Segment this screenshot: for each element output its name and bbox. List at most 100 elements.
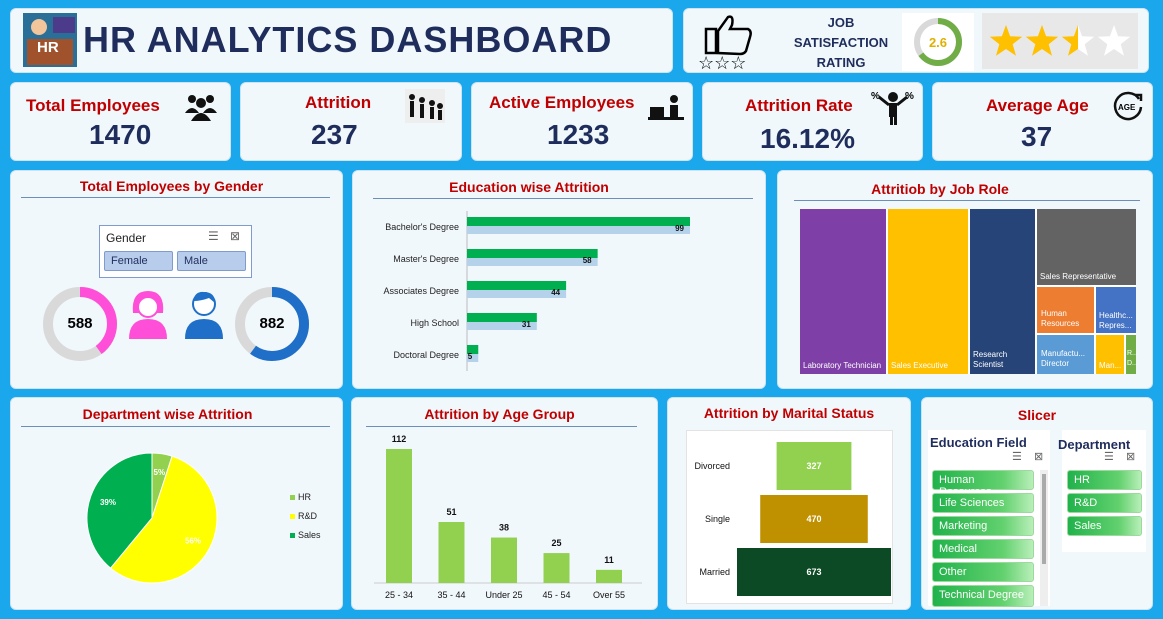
card-title: Attrition by Age Group xyxy=(424,406,575,422)
male-donut: 882 xyxy=(231,283,313,365)
department-pie-chart: 5% 56% 39% HR R&D Sales xyxy=(86,452,321,584)
bar[interactable] xyxy=(386,449,412,583)
slicer-item-education[interactable]: Life Sciences xyxy=(932,493,1034,513)
legend-label: HR xyxy=(298,492,311,502)
gender-slicer[interactable]: Gender ☰ ⊠ Female Male xyxy=(99,225,252,278)
tile-manufacturing-director[interactable]: Manufactu... Director xyxy=(1037,335,1094,374)
tile-sales-representative[interactable]: Sales Representative xyxy=(1037,209,1136,285)
data-label: 112 xyxy=(392,434,407,444)
category-label: 35 - 44 xyxy=(437,590,465,600)
tile-healthcare-representative[interactable]: Healthc... Repres... xyxy=(1096,287,1136,333)
legend-swatch xyxy=(290,495,295,500)
tile-sales-executive[interactable]: Sales Executive xyxy=(888,209,968,374)
percent-person-icon: %% xyxy=(871,89,915,132)
star-icon xyxy=(1025,25,1059,56)
dashboard-title: HR ANALYTICS DASHBOARD xyxy=(83,19,613,60)
title-underline xyxy=(21,426,330,427)
funnel-bar[interactable] xyxy=(760,495,868,543)
slicer-item-education[interactable]: Human Resources xyxy=(932,470,1034,498)
marital-card: Attrition by Marital Status 327 Divorced 4… xyxy=(667,397,911,610)
category-label: 25 - 34 xyxy=(385,590,413,600)
kpi-attrition-rate: Attrition Rate 16.12% %% xyxy=(702,82,923,161)
category-label: Over 55 xyxy=(593,590,625,600)
bar-shadow xyxy=(467,290,567,298)
gender-option-male[interactable]: Male xyxy=(177,251,246,271)
bar-shadow xyxy=(467,354,479,362)
kpi-value: 1233 xyxy=(547,119,610,150)
slicer-item-department[interactable]: Sales xyxy=(1067,516,1142,536)
bar[interactable] xyxy=(467,313,537,322)
slicer-item-department[interactable]: HR xyxy=(1067,470,1142,490)
card-title: Total Employees by Gender xyxy=(79,178,264,194)
card-title: Slicer xyxy=(1017,407,1057,423)
pie-slice[interactable] xyxy=(86,452,153,569)
marital-plot-area: 327 Divorced 470 Single 673 Married xyxy=(686,430,893,604)
slicer-item-education[interactable]: Medical xyxy=(932,539,1034,559)
gender-option-female[interactable]: Female xyxy=(104,251,173,271)
title-underline xyxy=(366,426,637,427)
bar[interactable] xyxy=(438,521,465,583)
multi-select-icon[interactable]: ☰ xyxy=(1012,451,1022,463)
slicer-card: Slicer Education Field ☰ ⊠ Human Resourc… xyxy=(921,397,1153,610)
legend-label: Sales xyxy=(298,530,321,540)
age-bar-chart: 112 25 - 34 51 35 - 44 38 Under 25 25 45 - 54 11… xyxy=(374,434,642,600)
funnel-bar[interactable] xyxy=(737,548,891,596)
kpi-label: Total Employees xyxy=(26,96,160,115)
kpi-label: Average Age xyxy=(986,96,1089,115)
tile-laboratory-technician[interactable]: Laboratory Technician xyxy=(800,209,886,374)
thumbs-up-stars-icon: ☆☆☆ xyxy=(696,11,766,72)
department-slicer[interactable]: Department ☰ ⊠ HR R&D Sales xyxy=(1058,430,1146,552)
marital-funnel-chart: 327 Divorced 470 Single 673 Married xyxy=(694,442,891,596)
slicer-item-education[interactable]: Technical Degree xyxy=(932,585,1034,607)
card-title: Attrition by Marital Status xyxy=(703,405,875,421)
category-label: Associates Degree xyxy=(383,286,459,296)
pie-slice[interactable] xyxy=(109,455,218,584)
gender-slicer-label: Gender xyxy=(106,231,147,245)
bar[interactable] xyxy=(596,569,622,583)
legend-swatch xyxy=(290,533,295,538)
slice-label: 39% xyxy=(100,498,116,507)
title-underline xyxy=(21,197,330,198)
tile-human-resources[interactable]: Human Resources xyxy=(1037,287,1094,333)
clear-filter-icon[interactable]: ⊠ xyxy=(1034,451,1044,463)
tile-research-director[interactable]: R... D... xyxy=(1126,335,1138,374)
scrollbar-thumb[interactable] xyxy=(1042,474,1046,564)
education-field-slicer[interactable]: Education Field ☰ ⊠ Human Resources Life… xyxy=(928,430,1050,607)
bar[interactable] xyxy=(467,345,479,354)
tile-research-scientist[interactable]: Research Scientist xyxy=(970,209,1035,374)
clear-filter-icon[interactable]: ⊠ xyxy=(1126,451,1136,463)
jobrole-treemap: Laboratory Technician Sales Executive Re… xyxy=(800,209,1138,374)
bar[interactable] xyxy=(491,537,517,583)
clear-filter-icon[interactable]: ⊠ xyxy=(230,229,241,243)
bar[interactable] xyxy=(467,217,690,226)
bar-shadow xyxy=(467,258,598,266)
tile-manager[interactable]: Man... xyxy=(1096,335,1124,374)
title-underline xyxy=(373,198,753,199)
slicer-scrollbar[interactable] xyxy=(1040,470,1048,606)
slicer-item-department[interactable]: R&D xyxy=(1067,493,1142,513)
kpi-value: 237 xyxy=(311,119,358,150)
kpi-label: Attrition Rate xyxy=(745,96,853,115)
category-label: Under 25 xyxy=(485,590,522,600)
slice-label: 56% xyxy=(185,537,201,546)
multi-select-icon[interactable]: ☰ xyxy=(208,229,219,243)
data-label: 327 xyxy=(806,461,821,471)
multi-select-icon[interactable]: ☰ xyxy=(1104,451,1114,463)
slicer-item-education[interactable]: Other xyxy=(932,562,1034,582)
female-donut: 588 xyxy=(39,283,121,365)
data-label: 470 xyxy=(806,514,821,524)
bar-shadow xyxy=(467,322,537,330)
department-label: Department xyxy=(1058,437,1131,452)
card-title: Education wise Attrition xyxy=(449,179,609,195)
data-label: 673 xyxy=(806,567,821,577)
data-label: 58 xyxy=(583,256,592,265)
slicer-item-education[interactable]: Marketing xyxy=(932,516,1034,536)
bar[interactable] xyxy=(467,249,598,258)
gender-card: Total Employees by Gender Gender ☰ ⊠ Fem… xyxy=(10,170,343,389)
funnel-bar[interactable] xyxy=(776,442,852,490)
people-group-icon xyxy=(183,91,219,128)
category-label: Single xyxy=(705,514,730,524)
bar[interactable] xyxy=(467,281,567,290)
header-card: HR HR ANALYTICS DASHBOARD xyxy=(10,8,673,73)
bar[interactable] xyxy=(543,553,570,583)
